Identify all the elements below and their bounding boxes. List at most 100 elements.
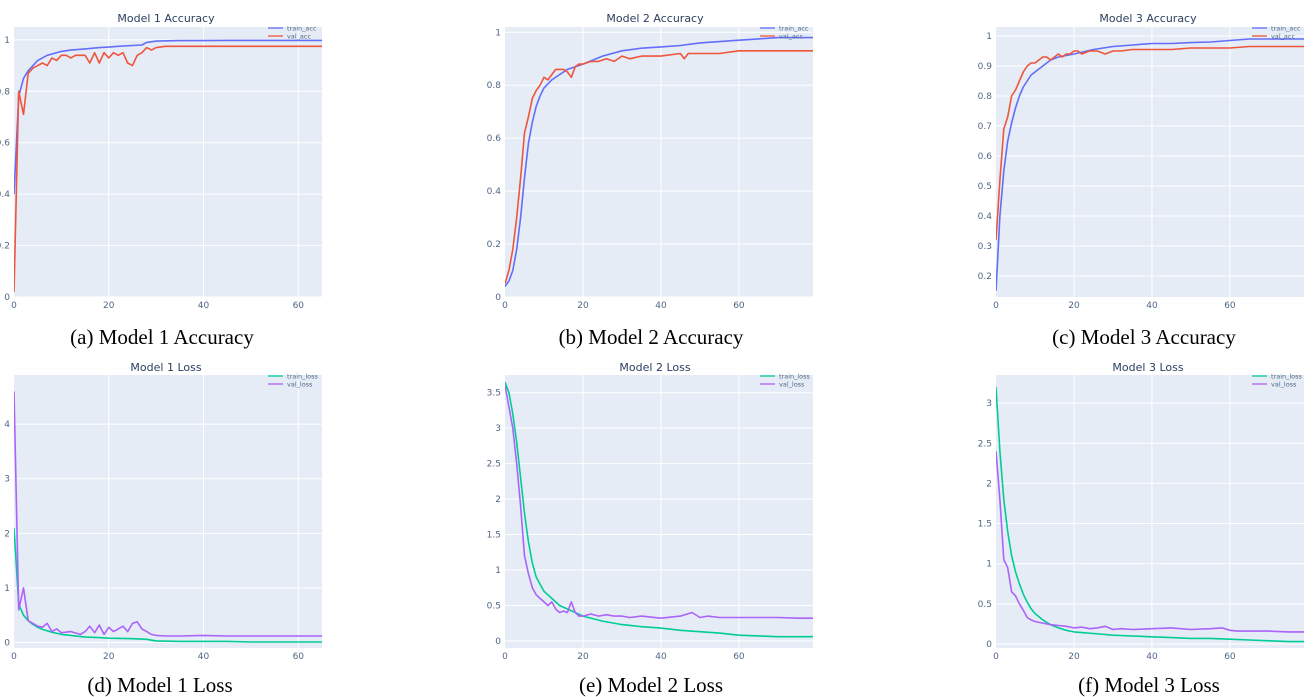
y-tick-label: 0.5	[487, 601, 501, 611]
figure-caption: (b) Model 2 Accuracy	[559, 325, 744, 349]
legend-label: train_acc	[779, 25, 809, 33]
y-tick-label: 0	[986, 640, 992, 650]
y-tick-label: 3	[986, 399, 992, 409]
y-tick-label: 2.5	[978, 439, 992, 449]
y-tick-label: 2	[986, 479, 992, 489]
y-tick-label: 0.4	[978, 212, 993, 222]
figure-caption: (e) Model 2 Loss	[579, 673, 723, 697]
y-tick-label: 0.3	[978, 242, 992, 252]
chart-panel-1: Model 1 Accuracy 0 20 40 60 0 0.2 0.4 0.6 0.8 1 tra…	[0, 12, 322, 349]
y-tick-label: 0.8	[0, 87, 10, 97]
x-tick-label: 60	[293, 301, 305, 311]
series-group	[505, 36, 813, 287]
x-tick-label: 20	[1068, 301, 1080, 311]
series-line-val_loss	[996, 451, 1304, 633]
series-line-val_loss	[14, 391, 322, 637]
legend-label: val_loss	[287, 381, 313, 389]
plot-area	[996, 27, 1304, 297]
x-tick-label: 40	[198, 652, 210, 662]
series-group	[996, 38, 1304, 292]
plot-area	[14, 375, 322, 648]
y-tick-label: 3	[4, 475, 10, 485]
y-tick-label: 0.5	[978, 182, 992, 192]
figure-caption: (f) Model 3 Loss	[1078, 673, 1220, 697]
series-line-train_loss	[505, 381, 813, 638]
series-line-val_loss	[505, 385, 813, 620]
y-tick-label: 2.5	[487, 460, 501, 470]
y-tick-label: 0.4	[0, 190, 10, 200]
chart-title: Model 3 Accuracy	[1099, 12, 1197, 25]
series-group	[14, 391, 322, 643]
figure-caption: (c) Model 3 Accuracy	[1052, 325, 1236, 349]
y-tick-label: 0.2	[487, 240, 501, 250]
legend-label: val_loss	[1271, 381, 1297, 389]
y-tick-label: 2	[4, 529, 10, 539]
y-tick-label: 0	[4, 639, 10, 649]
x-tick-label: 40	[1146, 301, 1158, 311]
legend-label: train_acc	[287, 25, 317, 33]
series-group	[505, 381, 813, 638]
x-tick-label: 20	[103, 301, 115, 311]
legend-label: train_acc	[1271, 25, 1301, 33]
y-tick-label: 0.8	[487, 81, 502, 91]
legend-label: val_acc	[1271, 33, 1295, 41]
legend-label: val_acc	[779, 33, 803, 41]
x-tick-label: 20	[577, 652, 589, 662]
chart-panel-2: Model 2 Accuracy 0 20 40 60 0 0.2 0.4 0.6 0.8 1 tra…	[487, 12, 813, 349]
series-line-val_acc	[14, 45, 322, 292]
plot-area	[505, 27, 813, 297]
chart-title: Model 1 Loss	[130, 361, 201, 374]
series-group	[14, 39, 322, 292]
series-group	[996, 386, 1304, 643]
legend-label: train_loss	[1271, 373, 1303, 381]
chart-panel-4: Model 1 Loss 0 20 40 60 0 1 2 3 4 train_lossval_lo…	[4, 361, 322, 697]
y-tick-label: 0.7	[978, 122, 992, 132]
x-tick-label: 40	[1146, 652, 1158, 662]
y-tick-label: 0.5	[978, 600, 992, 610]
x-tick-label: 60	[1224, 301, 1236, 311]
y-tick-label: 0.4	[487, 187, 502, 197]
y-tick-label: 0.2	[0, 242, 10, 252]
x-tick-label: 60	[733, 652, 745, 662]
y-tick-label: 0.6	[978, 152, 993, 162]
y-tick-label: 1	[495, 566, 501, 576]
figure-caption: (a) Model 1 Accuracy	[70, 325, 254, 349]
chart-panel-6: Model 3 Loss 0 20 40 60 0 0.5 1 1.5 2 2.5 3 train_lo…	[978, 361, 1304, 697]
x-tick-label: 20	[103, 652, 115, 662]
x-tick-label: 20	[1068, 652, 1080, 662]
legend-label: train_loss	[287, 373, 319, 381]
y-tick-label: 0	[495, 293, 501, 303]
chart-title: Model 3 Loss	[1112, 361, 1183, 374]
chart-title: Model 1 Accuracy	[117, 12, 215, 25]
x-tick-label: 60	[293, 652, 305, 662]
y-tick-label: 1	[495, 28, 501, 38]
y-tick-label: 1	[4, 584, 10, 594]
y-tick-label: 1	[4, 36, 10, 46]
series-line-train_loss	[996, 386, 1304, 643]
x-tick-label: 60	[1224, 652, 1236, 662]
y-tick-label: 3.5	[487, 389, 501, 399]
y-tick-label: 1	[986, 560, 992, 570]
series-line-val_acc	[505, 49, 813, 285]
y-tick-label: 4	[4, 420, 10, 430]
x-tick-label: 0	[993, 652, 999, 662]
chart-panel-5: Model 2 Loss 0 20 40 60 0 0.5 1 1.5 2 2.5 3 3.5 train…	[487, 361, 813, 697]
legend-label: val_acc	[287, 33, 311, 41]
legend-label: train_loss	[779, 373, 811, 381]
x-tick-label: 0	[11, 301, 17, 311]
y-tick-label: 0.6	[0, 139, 10, 149]
y-tick-label: 0.6	[487, 134, 502, 144]
chart-title: Model 2 Accuracy	[606, 12, 704, 25]
chart-panel-3: Model 3 Accuracy 0 20 40 60 0.2 0.3 0.4 0.5 0.6 0.…	[978, 12, 1304, 349]
series-line-train_acc	[14, 39, 322, 195]
y-tick-label: 0.8	[978, 92, 993, 102]
y-tick-label: 3	[495, 424, 501, 434]
plot-area	[14, 27, 322, 297]
y-tick-label: 0.9	[978, 62, 993, 72]
y-tick-label: 1	[986, 32, 992, 42]
legend-label: val_loss	[779, 381, 805, 389]
x-tick-label: 40	[655, 652, 667, 662]
x-tick-label: 20	[577, 301, 589, 311]
y-tick-label: 2	[495, 495, 501, 505]
